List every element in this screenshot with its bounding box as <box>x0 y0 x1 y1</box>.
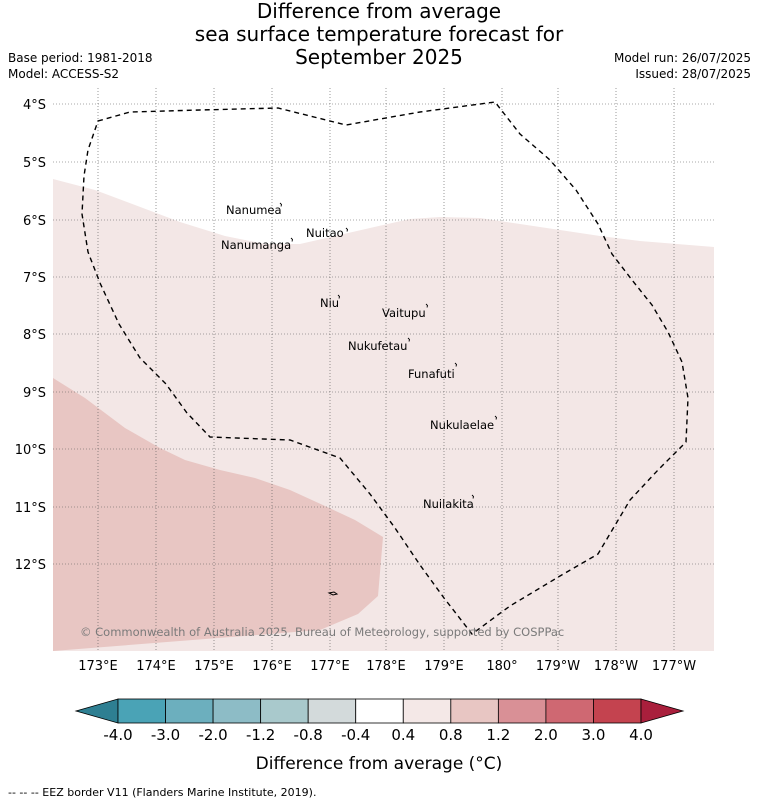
title-line-3: September 2025 <box>295 45 463 69</box>
eez-footnote: -- -- -- EEZ border V11 (Flanders Marine… <box>8 786 317 799</box>
island-marker <box>407 337 410 342</box>
colorbar-segment <box>450 698 499 724</box>
map-gridlines <box>53 88 714 651</box>
model-run: Model run: 26/07/2025 <box>613 51 751 65</box>
colorbar <box>74 698 685 724</box>
latitude-labels: 4°S 5°S 6°S 7°S 8°S 9°S 10°S 11°S 12°S <box>15 98 46 573</box>
lon-label: 175°E <box>194 659 234 674</box>
colorbar-segment <box>497 698 547 724</box>
island-markers <box>279 202 497 499</box>
colorbar-segment <box>593 698 642 724</box>
base-period: Base period: 1981-2018 <box>8 51 153 65</box>
colorbar-tick-label: -4.0 <box>103 726 132 744</box>
longitude-labels: 173°E 174°E 175°E 176°E 177°E 178°E 179°E 180° 1… <box>78 659 696 674</box>
title-line-1: Difference from average <box>256 0 502 23</box>
island-marker <box>494 415 497 420</box>
island-label: Nukulaelae <box>430 418 494 432</box>
lat-label: 9°S <box>23 386 46 401</box>
island-label: Nukufetau <box>348 339 407 353</box>
colorbar-tick-label: 1.2 <box>486 726 510 744</box>
colorbar-segment <box>355 698 404 724</box>
lat-label: 6°S <box>23 214 46 229</box>
island-marker <box>345 227 348 232</box>
title-line-2: sea surface temperature forecast for <box>194 22 564 46</box>
colorbar-segment <box>545 698 594 724</box>
lat-label: 7°S <box>23 271 46 286</box>
lat-label: 8°S <box>23 328 46 343</box>
lat-label: 5°S <box>23 156 46 171</box>
lon-label: 176°E <box>252 659 292 674</box>
lat-label: 12°S <box>15 558 46 573</box>
island-marker <box>471 494 474 499</box>
colorbar-extend-high <box>640 698 685 724</box>
colorbar-tick-label: -1.2 <box>246 726 275 744</box>
colorbar-tick-label: 3.0 <box>582 726 606 744</box>
island-marker <box>279 202 282 207</box>
eez-border <box>81 101 689 635</box>
lon-label: 179°W <box>536 659 580 674</box>
island-label: Nanumanga <box>221 238 291 252</box>
colorbar-tick-label: 0.4 <box>391 726 415 744</box>
island-speck <box>327 591 339 596</box>
map-figure: © Commonwealth of Australia 2025, Bureau… <box>15 88 714 774</box>
colorbar-tick-label: 4.0 <box>629 726 653 744</box>
lat-label: 10°S <box>15 443 46 458</box>
lat-label: 4°S <box>23 98 46 113</box>
lon-label: 173°E <box>78 659 118 674</box>
colorbar-title: Difference from average (°C) <box>256 754 503 774</box>
island-labels: Nanumea Nuitao Nanumanga Niu Vaitupu Nukufeta… <box>221 203 494 511</box>
lon-label: 174°E <box>136 659 176 674</box>
lon-label: 178°E <box>366 659 406 674</box>
colorbar-tick-labels: -4.0 -3.0 -2.0 -1.2 -0.8 -0.4 0.4 0.8 1.2 2.0 3.0 4… <box>103 726 653 744</box>
colorbar-segment <box>212 698 262 724</box>
colorbar-segment <box>117 698 166 724</box>
colorbar-tick-label: -0.4 <box>341 726 370 744</box>
colorbar-segment <box>402 698 452 724</box>
colorbar-segment <box>307 698 357 724</box>
island-label: Nanumea <box>226 203 282 217</box>
lon-label: 180° <box>486 659 517 674</box>
island-label: Nuitao <box>306 226 344 240</box>
colorbar-tick-label: 0.8 <box>439 726 463 744</box>
island-label: Niu <box>320 296 339 310</box>
lat-label: 11°S <box>15 501 46 516</box>
colorbar-tick-label: -3.0 <box>151 726 180 744</box>
lon-label: 178°W <box>594 659 638 674</box>
island-marker <box>454 362 457 367</box>
lon-label: 179°E <box>424 659 464 674</box>
lon-label: 177°E <box>310 659 350 674</box>
colorbar-segment <box>260 698 309 724</box>
island-marker <box>290 237 293 242</box>
map-area: © Commonwealth of Australia 2025, Bureau… <box>53 88 714 651</box>
island-label: Vaitupu <box>382 306 426 320</box>
colorbar-segment <box>165 698 214 724</box>
map-copyright: © Commonwealth of Australia 2025, Bureau… <box>80 625 564 639</box>
island-marker <box>337 294 340 299</box>
island-label: Nuilakita <box>423 497 474 511</box>
island-marker <box>425 303 428 308</box>
issued-date: Issued: 28/07/2025 <box>635 67 751 81</box>
colorbar-tick-label: -2.0 <box>198 726 227 744</box>
lon-label: 177°W <box>652 659 696 674</box>
anomaly-region-medium <box>53 378 383 651</box>
colorbar-extend-low <box>74 698 119 724</box>
colorbar-tick-label: 2.0 <box>534 726 558 744</box>
colorbar-tick-label: -0.8 <box>294 726 323 744</box>
model-name: Model: ACCESS-S2 <box>8 67 120 81</box>
island-label: Funafuti <box>408 367 455 381</box>
